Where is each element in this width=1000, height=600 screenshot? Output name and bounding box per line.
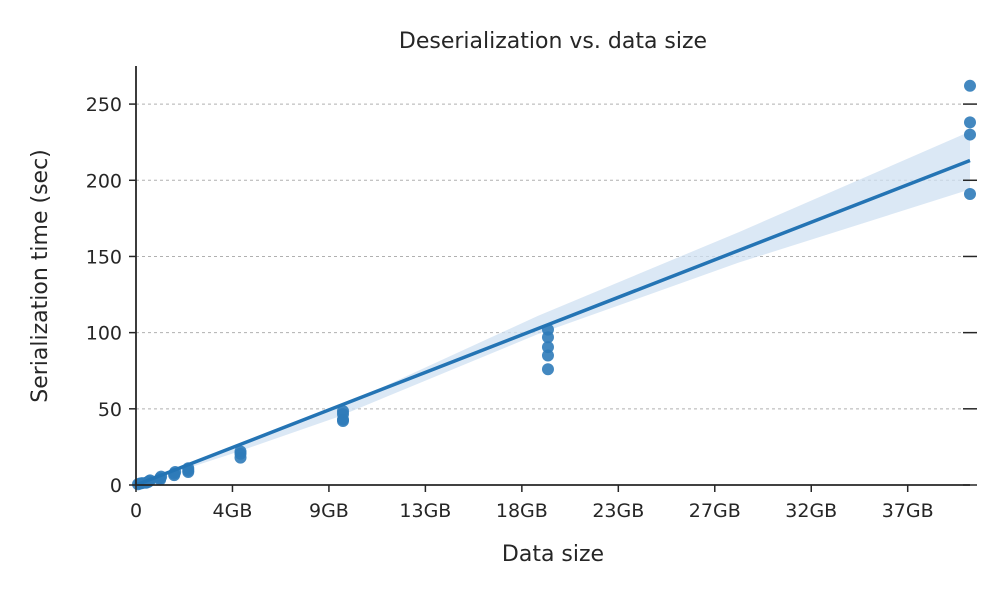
x-axis-title: Data size [502,542,604,567]
data-point [964,79,976,92]
axes [135,66,970,486]
x-tick-label: 9GB [309,500,349,522]
data-point [964,187,976,200]
x-tick-label: 37GB [882,500,934,522]
x-tick-label: 27GB [689,500,741,522]
x-tick-label: 0 [130,500,142,522]
confidence-band [136,131,970,485]
regression-line [135,158,971,487]
y-tick-label: 50 [98,399,122,421]
data-point [541,363,554,376]
data-point [336,405,349,418]
data-point [964,116,976,129]
chart-title: Deserialization vs. data size [399,29,707,54]
data-point [234,445,247,458]
x-axis-ticks: 0 4GB 9GB 13GB 18GB 23GB 27GB 32GB 37GB [130,485,934,522]
x-tick-label: 13GB [399,500,451,522]
data-point [541,341,554,354]
y-gridlines [136,103,970,410]
x-tick-label: 18GB [496,500,548,522]
x-tick-label: 23GB [592,500,644,522]
y-axis-ticks: 0 50 100 150 200 250 [86,94,977,497]
x-tick-label: 4GB [213,500,253,522]
y-tick-label: 150 [86,246,122,268]
data-points [132,79,976,491]
y-tick-label: 100 [86,323,122,345]
y-tick-label: 250 [86,94,122,116]
y-axis-title: Serialization time (sec) [28,149,53,402]
y-tick-label: 0 [110,475,122,497]
y-tick-label: 200 [86,170,122,192]
data-point [541,349,554,362]
data-point [964,128,976,141]
x-tick-label: 32GB [785,500,837,522]
